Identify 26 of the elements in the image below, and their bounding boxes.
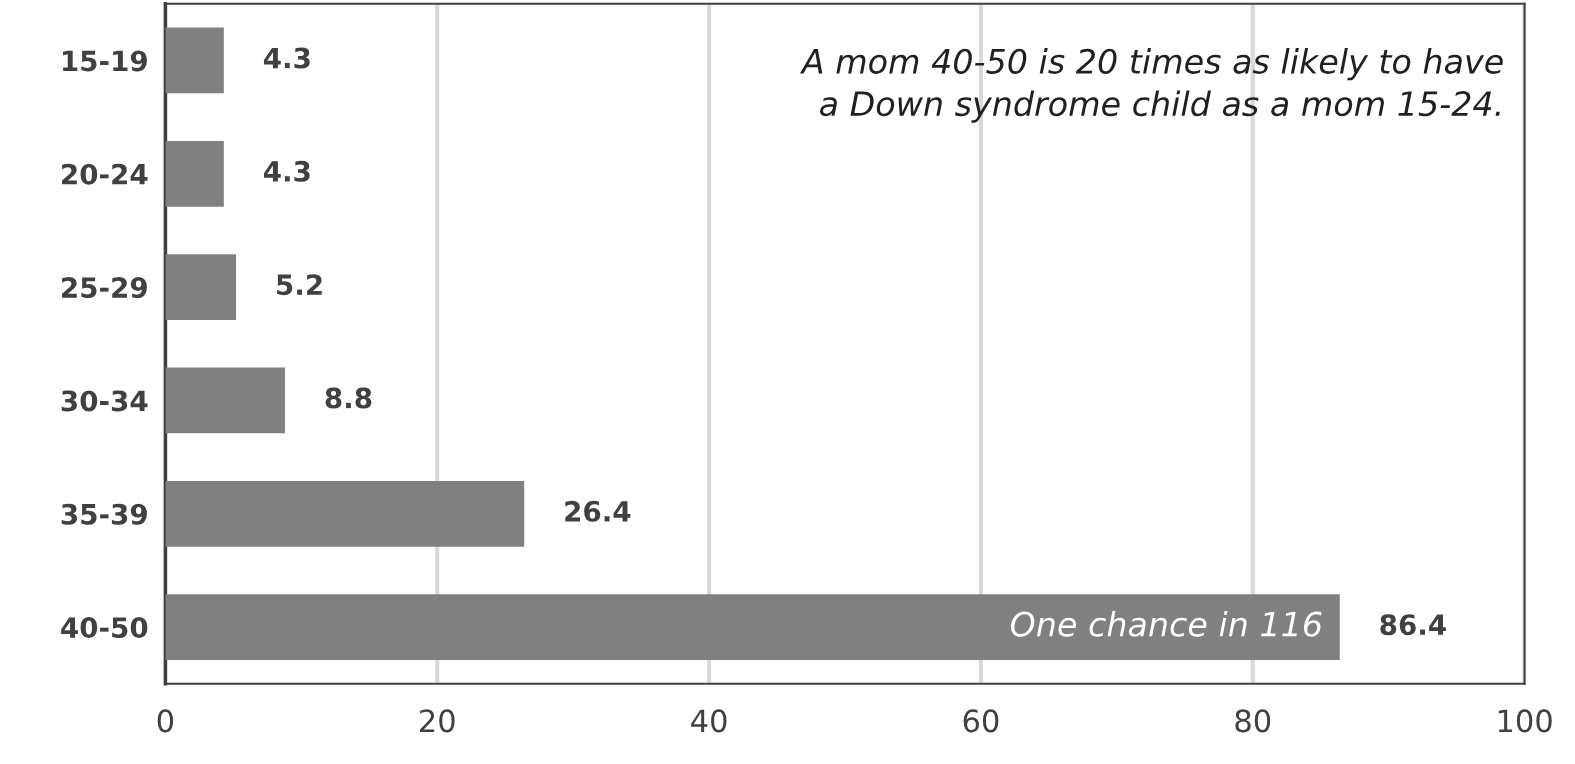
x-tick-label: 100 (1498, 709, 1552, 733)
data-label: 26.4 (565, 500, 631, 522)
x-tick-label: 0 (157, 709, 174, 733)
data-label: 4.3 (263, 47, 310, 69)
y-tick-label: 20-24 (62, 163, 148, 185)
bar (165, 594, 1340, 660)
bar (165, 367, 285, 434)
x-tick-label: 20 (420, 709, 455, 733)
data-label: 4.3 (263, 160, 310, 182)
x-tick-label: 40 (691, 709, 727, 733)
annotation: One chance in 116 (1010, 610, 1322, 637)
bar (165, 480, 525, 547)
y-tick-label: 40-50 (61, 617, 148, 639)
annotation: A mom 40-50 is 20 times as likely to have a Down syndrome child as a mom 15-24. (800, 48, 1503, 123)
bar (165, 254, 237, 320)
bar (165, 27, 224, 94)
y-tick-label: 35-39 (61, 503, 147, 525)
y-tick-label: 25-29 (62, 277, 147, 299)
data-label: 86.4 (1380, 614, 1446, 636)
bar (165, 140, 224, 207)
x-tick-label: 60 (963, 709, 999, 733)
x-tick-label: 80 (1235, 709, 1271, 733)
y-tick-label: 15-19 (63, 50, 147, 72)
data-label: 5.2 (277, 274, 322, 296)
data-label: 8.8 (325, 387, 372, 409)
y-tick-label: 30-34 (61, 390, 148, 412)
